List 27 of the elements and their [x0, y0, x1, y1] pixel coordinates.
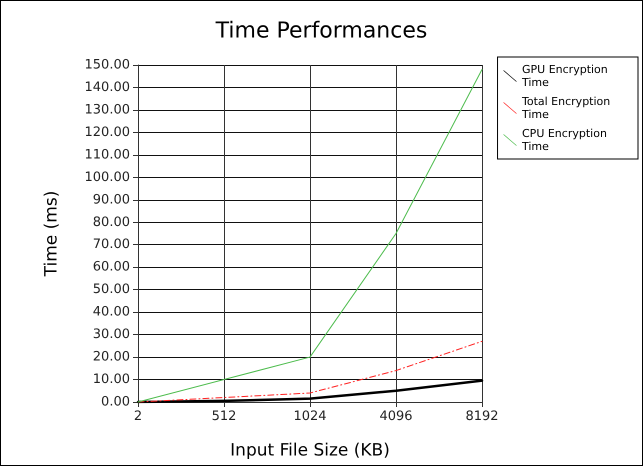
x-tick-label: 8192 [465, 409, 499, 424]
x-tick-label: 2 [134, 409, 142, 424]
chart-title: Time Performances [214, 18, 428, 44]
legend-label: Total Encryption Time [521, 95, 614, 121]
x-tick-label: 512 [212, 409, 236, 424]
y-tick-label: 140.00 [84, 80, 130, 95]
y-tick-label: 80.00 [92, 214, 130, 230]
y-tick-label: 110.00 [84, 147, 130, 162]
y-tick-label: 100.00 [84, 170, 130, 185]
y-tick-label: 20.00 [92, 350, 130, 365]
y-axis-title: Time (ms) [42, 190, 62, 278]
legend-label: CPU Encryption Time [521, 127, 610, 153]
x-tick-label: 4096 [379, 409, 413, 424]
legend-label: GPU Encryption Time [521, 63, 612, 89]
y-tick-label: 30.00 [92, 327, 130, 342]
y-tick-label: 120.00 [84, 124, 130, 140]
y-tick-label: 0.00 [101, 394, 130, 410]
y-tick-label: 60.00 [92, 260, 130, 275]
x-axis-title: Input File Size (KB) [230, 440, 390, 460]
y-tick-label: 70.00 [92, 237, 130, 252]
y-tick-label: 130.00 [84, 102, 130, 118]
y-tick-label: 90.00 [92, 192, 130, 208]
y-tick-label: 50.00 [92, 282, 130, 298]
y-tick-label: 40.00 [92, 304, 130, 320]
y-tick-label: 150.00 [84, 58, 130, 72]
y-tick-label: 10.00 [92, 372, 130, 388]
x-tick-label: 1024 [293, 409, 327, 424]
